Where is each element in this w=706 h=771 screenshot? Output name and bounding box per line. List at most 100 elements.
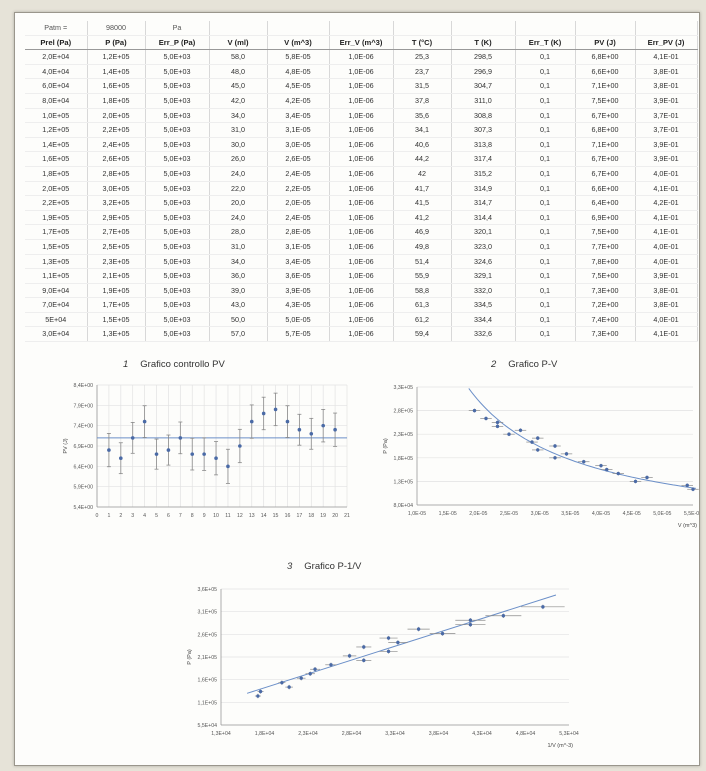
table-cell: 7,8E+00 — [575, 254, 636, 270]
table-cell: 1,0E-06 — [329, 166, 394, 182]
table-cell: 0,1 — [515, 297, 576, 313]
table-cell: 314,7 — [451, 195, 516, 211]
table-cell: 3,0E-05 — [267, 137, 330, 153]
table-cell: 332,0 — [451, 283, 516, 299]
table-cell: 31,5 — [393, 78, 452, 94]
table-cell: 1,0E-06 — [329, 64, 394, 80]
table-cell: 28,0 — [209, 224, 268, 240]
p-v-chart: 8,0E+04 1,3E+05 1,8E+05 2,3E+05 2,8E+05 3,3E+… — [383, 385, 699, 529]
data-point — [287, 685, 291, 689]
table-cell: 1,0E-06 — [329, 312, 394, 328]
table-cell: 3,7E-01 — [635, 122, 698, 138]
table-cell: 0,1 — [515, 151, 576, 167]
data-point — [313, 667, 317, 671]
table-cell: 313,8 — [451, 137, 516, 153]
table-cell: 5,0E+03 — [145, 254, 210, 270]
table-cell: 0,1 — [515, 181, 576, 197]
data-point — [541, 605, 545, 609]
y-tick-label: 5,4E+00 — [74, 505, 94, 511]
data-point — [633, 479, 638, 484]
column-header: V (m^3) — [267, 35, 330, 51]
table-cell: 307,3 — [451, 122, 516, 138]
table-cell: 5,0E+03 — [145, 122, 210, 138]
table-cell: 1,0E-06 — [329, 210, 394, 226]
table-cell: 5,0E+03 — [145, 78, 210, 94]
table-cell: 5,0E+03 — [145, 166, 210, 182]
table-cell: 6,9E+00 — [575, 210, 636, 226]
table-cell: 4,0E-01 — [635, 254, 698, 270]
table-cell: 2,8E-05 — [267, 224, 330, 240]
table-cell: 5,0E+03 — [145, 268, 210, 284]
table-row: 1,8E+05 2,8E+05 5,0E+03 24,0 2,4E-05 1,0E-06 4… — [25, 166, 698, 182]
column-header: Err_PV (J) — [635, 35, 698, 51]
table-cell: 7,7E+00 — [575, 239, 636, 255]
table-cell: 314,4 — [451, 210, 516, 226]
table-cell: 42,0 — [209, 93, 268, 109]
data-point — [691, 487, 695, 491]
table-cell: 3,9E-01 — [635, 93, 698, 109]
chart-3-number: 3 — [287, 561, 293, 572]
x-tick-label: 13 — [249, 513, 255, 519]
table-cell: 7,0E+04 — [25, 297, 88, 313]
x-tick-label: 3,0E-05 — [531, 511, 549, 517]
data-point — [501, 614, 506, 618]
table-row: 7,0E+04 1,7E+05 5,0E+03 43,0 4,3E-05 1,0E-06 6… — [25, 297, 698, 313]
table-cell: 2,0E-05 — [267, 195, 330, 211]
table-cell: 22,0 — [209, 181, 268, 197]
chart-3-title: Grafico P-1/V — [304, 561, 362, 572]
table-cell: 1,9E+05 — [25, 210, 88, 226]
table-cell: 334,5 — [451, 297, 516, 313]
table-cell: 36,0 — [209, 268, 268, 284]
x-tick-label: 11 — [225, 513, 230, 519]
table-cell: 1,0E-06 — [329, 326, 394, 343]
column-header: Err_P (Pa) — [145, 35, 210, 51]
y-tick-label: 7,4E+00 — [74, 424, 94, 430]
table-cell: 1,0E-06 — [329, 122, 394, 138]
table-cell: 61,3 — [393, 297, 452, 313]
x-tick-label: 5 — [155, 513, 158, 519]
table-cell: 5,0E+03 — [145, 283, 210, 299]
data-point — [308, 672, 312, 676]
table-cell: 1,7E+05 — [87, 297, 146, 313]
table-cell: 2,0E+05 — [25, 181, 88, 197]
table-cell: 0,1 — [515, 93, 576, 109]
table-cell: 5,0E+03 — [145, 210, 210, 226]
table-cell: 5,0E+03 — [145, 239, 210, 255]
table-cell: 1,2E+05 — [87, 49, 146, 65]
data-point — [258, 689, 263, 694]
data-point — [166, 448, 171, 452]
table-cell: 1,0E+05 — [25, 108, 88, 124]
table-cell: 4,0E-01 — [635, 166, 698, 182]
table-row: 8,0E+04 1,8E+05 5,0E+03 42,0 4,2E-05 1,0E-06 3… — [25, 93, 698, 109]
table-row: 1,5E+05 2,5E+05 5,0E+03 31,0 3,1E-05 1,0E-06 4… — [25, 239, 698, 255]
table-cell: 61,2 — [393, 312, 452, 328]
x-tick-label: 3 — [131, 513, 134, 519]
table-cell: 3,0E+05 — [87, 181, 146, 197]
table-cell: 30,0 — [209, 137, 268, 153]
table-cell: 320,1 — [451, 224, 516, 240]
table-cell: 0,1 — [515, 64, 576, 80]
x-tick-label: 1 — [107, 513, 110, 519]
table-cell: 9,0E+04 — [25, 283, 88, 299]
data-point — [536, 448, 540, 452]
y-tick-label: 2,3E+05 — [394, 432, 414, 438]
table-cell: 3,9E-05 — [267, 283, 330, 299]
table-cell: 3,1E-05 — [267, 122, 330, 138]
table-cell: 48,0 — [209, 64, 268, 80]
table-cell: 31,0 — [209, 239, 268, 255]
x-tick-label: 3,8E+04 — [429, 731, 449, 737]
data-point — [495, 420, 500, 425]
table-cell: 314,9 — [451, 181, 516, 197]
p-inv-v-chart: 5,5E+04 1,1E+05 1,6E+05 2,1E+05 2,6E+05 3,1E+… — [187, 587, 579, 749]
table-cell: 2,9E+05 — [87, 210, 146, 226]
data-point — [605, 467, 609, 472]
data-point — [468, 622, 473, 627]
y-tick-label: 8,0E+04 — [394, 503, 414, 509]
table-row: 1,2E+05 2,2E+05 5,0E+03 31,0 3,1E-05 1,0E-06 3… — [25, 122, 698, 138]
data-point — [285, 419, 290, 424]
table-cell: 0,1 — [515, 137, 576, 153]
column-header: T (K) — [451, 35, 516, 51]
data-point — [190, 452, 195, 456]
data-point — [416, 627, 421, 631]
x-tick-label: 6 — [167, 513, 170, 519]
